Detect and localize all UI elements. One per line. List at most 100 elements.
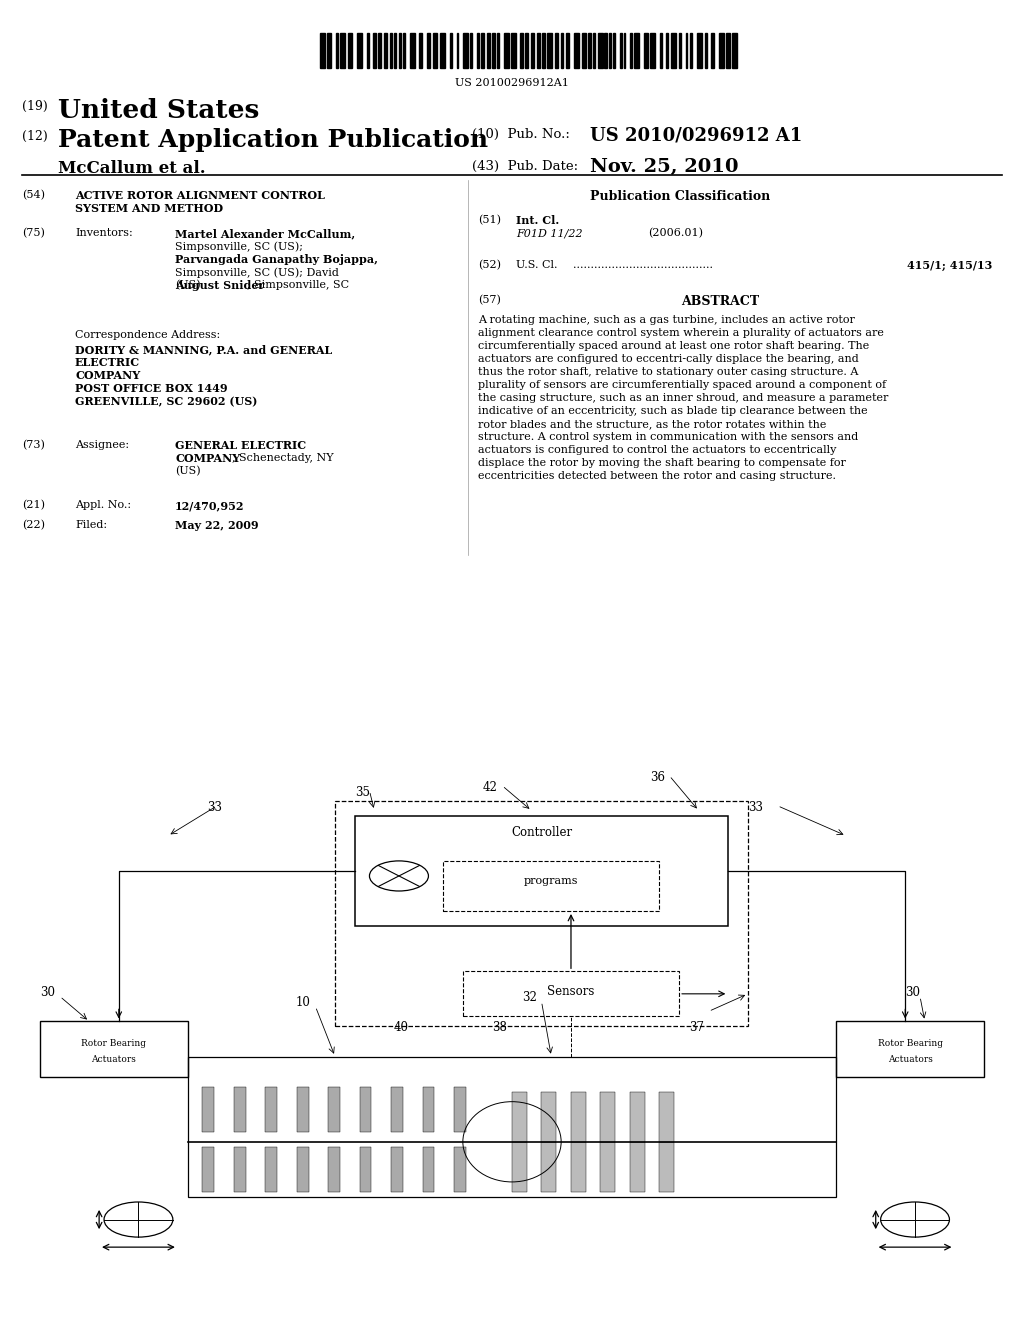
Bar [547,33,552,69]
Text: actuators is configured to control the actuators to eccentrically: actuators is configured to control the a… [478,445,837,455]
Text: (US): (US) [175,466,201,477]
Text: (51): (51) [478,215,501,226]
Bar [512,1092,526,1142]
Bar [423,1086,434,1131]
Bar [726,33,730,69]
Text: actuators are configured to eccentri-cally displace the bearing, and: actuators are configured to eccentri-cal… [478,354,859,364]
Bar [328,1147,340,1192]
Text: (22): (22) [22,520,45,531]
Text: alignment clearance control system wherein a plurality of actuators are: alignment clearance control system where… [478,327,884,338]
Bar [187,1056,837,1197]
Text: (2006.01): (2006.01) [648,228,703,239]
Bar [593,33,595,69]
Bar [600,1092,615,1142]
Text: Martel Alexander McCallum,: Martel Alexander McCallum, [175,228,355,239]
Text: (57): (57) [478,294,501,305]
Bar [672,33,676,69]
Bar [470,33,472,69]
Text: 33: 33 [748,801,763,813]
Bar [659,1142,674,1192]
Bar [354,816,728,927]
Bar [403,33,404,69]
Text: 33: 33 [207,801,222,813]
Bar [560,33,563,69]
Bar [531,33,534,69]
Text: SYSTEM AND METHOD: SYSTEM AND METHOD [75,203,223,214]
Bar [520,33,523,69]
Bar [690,33,692,69]
Bar [667,33,669,69]
Bar [630,1092,645,1142]
Bar [297,1147,308,1192]
Bar [837,1022,984,1077]
Text: GENERAL ELECTRIC: GENERAL ELECTRIC [175,440,306,451]
Bar [265,1147,278,1192]
Text: (75): (75) [22,228,45,239]
Text: Assignee:: Assignee: [75,440,129,450]
Bar [705,33,707,69]
Text: Actuators: Actuators [91,1055,136,1064]
Bar [265,1086,278,1131]
Bar [450,33,452,69]
Bar [40,1022,187,1077]
Bar [378,33,381,69]
Bar [391,1147,402,1192]
Bar [566,33,569,69]
Bar [374,33,376,69]
Text: structure. A control system in communication with the sensors and: structure. A control system in communica… [478,432,858,442]
Text: McCallum et al.: McCallum et al. [58,160,206,177]
Bar [297,1086,308,1131]
Text: rotor blades and the structure, as the rotor rotates within the: rotor blades and the structure, as the r… [478,418,826,429]
Bar [644,33,648,69]
Bar [604,33,607,69]
Bar [423,1147,434,1192]
Bar [328,1086,340,1131]
Bar [573,33,579,69]
Text: 40: 40 [394,1022,409,1035]
Bar [659,1092,674,1142]
Text: 12/470,952: 12/470,952 [175,500,245,511]
Text: Inventors:: Inventors: [75,228,133,238]
Text: (43)  Pub. Date:: (43) Pub. Date: [472,160,579,173]
Bar [492,33,495,69]
Text: COMPANY: COMPANY [175,453,241,465]
Bar [504,33,509,69]
Bar [203,1086,214,1131]
Bar [630,33,632,69]
Text: US 2010/0296912 A1: US 2010/0296912 A1 [590,125,802,144]
Text: programs: programs [524,876,579,886]
Bar [454,1086,466,1131]
Bar [630,1142,645,1192]
Bar [712,33,714,69]
Text: F01D 11/22: F01D 11/22 [516,228,583,238]
Bar [357,33,362,69]
Text: (19): (19) [22,100,48,114]
Bar [443,861,659,911]
Bar [588,33,591,69]
Text: ........................................: ........................................ [573,260,713,271]
Bar [348,33,352,69]
Text: Patent Application Publication: Patent Application Publication [58,128,488,152]
Text: 30: 30 [905,986,921,999]
Bar [427,33,430,69]
Text: Int. Cl.: Int. Cl. [516,215,559,226]
Text: Parvangada Ganapathy Bojappa,: Parvangada Ganapathy Bojappa, [175,253,378,265]
Text: ACTIVE ROTOR ALIGNMENT CONTROL: ACTIVE ROTOR ALIGNMENT CONTROL [75,190,325,201]
Bar [620,33,622,69]
Text: (73): (73) [22,440,45,450]
Text: (12): (12) [22,129,48,143]
Bar [613,33,615,69]
Bar [537,33,540,69]
Text: United States: United States [58,98,259,123]
Text: indicative of an eccentricity, such as blade tip clearance between the: indicative of an eccentricity, such as b… [478,407,867,416]
Text: U.S. Cl.: U.S. Cl. [516,260,557,271]
Text: Rotor Bearing: Rotor Bearing [878,1039,943,1048]
Bar [650,33,655,69]
Text: 415/1; 415/13: 415/1; 415/13 [906,260,992,271]
Text: 36: 36 [649,771,665,784]
Text: the casing structure, such as an inner shroud, and measure a parameter: the casing structure, such as an inner s… [478,393,889,403]
Bar [233,1086,246,1131]
Text: (21): (21) [22,500,45,511]
Bar [336,33,338,69]
Bar [542,1142,556,1192]
